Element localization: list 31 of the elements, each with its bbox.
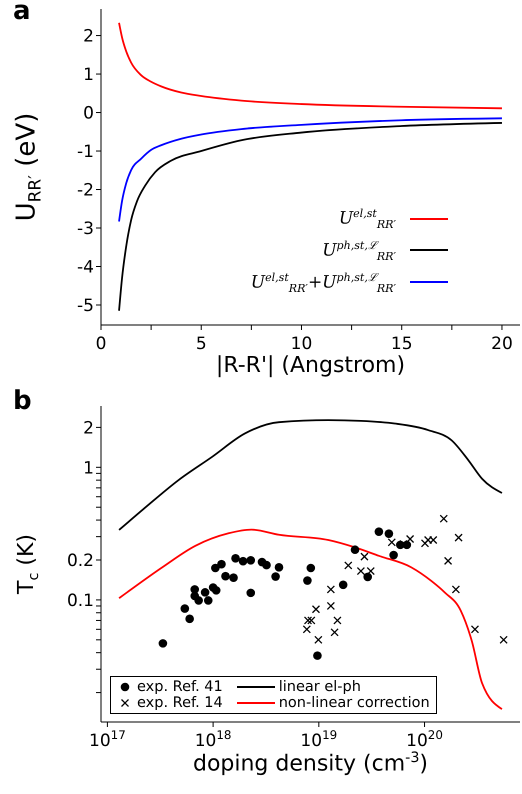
y-tick-label: 0.1 (66, 590, 94, 611)
y-tick-label: -1 (77, 142, 94, 162)
x-tick-label: 20 (491, 334, 513, 354)
y-tick-label: 0.2 (66, 550, 94, 571)
x-axis-title: doping density (cm$^{-3}$) (192, 750, 428, 776)
line-series (118, 122, 503, 312)
x-axis-title: |R-R'| (Angstrom) (216, 353, 406, 378)
x-tick-label: 15 (390, 334, 413, 354)
y-tick-label: 1 (83, 65, 94, 86)
y-tick-label: 2 (83, 26, 94, 47)
text: a (13, 0, 31, 26)
x-tick-label: 10 (290, 334, 312, 354)
y-tick-label: 0 (83, 104, 94, 124)
x-tick-label: 10$^{19}$ (300, 728, 338, 751)
x-tick-label: 0 (96, 334, 106, 354)
x-tick-label: 10$^{20}$ (406, 728, 443, 751)
legend-label: exp. Ref. 41 (137, 679, 223, 695)
y-tick-label: -5 (77, 296, 94, 316)
y-tick-label: 2 (83, 418, 94, 438)
y-tick-label: -3 (77, 219, 94, 240)
x-tick-label: 10$^{18}$ (194, 728, 232, 751)
text: b (13, 386, 32, 416)
x-tick-label: 5 (196, 334, 207, 354)
y-tick-label: -4 (77, 257, 94, 278)
legend-label: linear el-ph (278, 679, 361, 695)
line-series (118, 22, 503, 110)
legend-label: non-linear correction (278, 695, 430, 711)
legend-label: exp. Ref. 14 (137, 695, 223, 711)
y-tick-label: -2 (77, 180, 94, 201)
x-tick-label: 10$^{17}$ (89, 728, 126, 751)
y-tick-label: 1 (83, 458, 94, 478)
